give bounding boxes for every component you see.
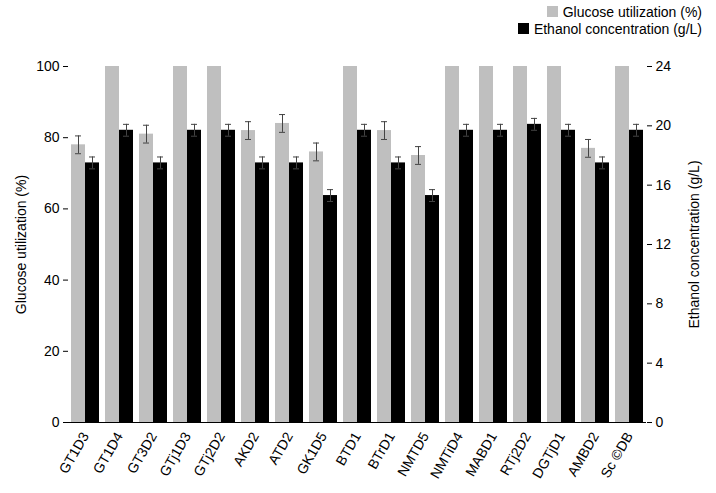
svg-text:16: 16 xyxy=(656,177,672,193)
svg-text:MABD1: MABD1 xyxy=(462,429,500,479)
svg-text:RTj2D2: RTj2D2 xyxy=(497,429,535,478)
svg-text:GK1D5: GK1D5 xyxy=(293,429,330,477)
svg-text:100: 100 xyxy=(36,58,60,74)
svg-text:DGTjD1: DGTjD1 xyxy=(529,429,568,481)
svg-text:40: 40 xyxy=(44,272,60,288)
svg-text:BTrD1: BTrD1 xyxy=(364,429,398,472)
svg-text:NMTiD4: NMTiD4 xyxy=(427,429,466,481)
svg-text:GTj1D3: GTj1D3 xyxy=(156,429,194,479)
svg-text:Sc ©DB: Sc ©DB xyxy=(597,429,636,480)
svg-text:80: 80 xyxy=(44,129,60,145)
svg-text:BTD1: BTD1 xyxy=(332,429,364,468)
svg-text:ATD2: ATD2 xyxy=(265,429,296,467)
svg-text:12: 12 xyxy=(656,236,672,252)
svg-text:0: 0 xyxy=(656,414,664,430)
svg-text:GT1D3: GT1D3 xyxy=(56,429,93,476)
svg-text:8: 8 xyxy=(656,295,664,311)
html-text:Ethanol concentration (g/L): Ethanol concentration (g/L) xyxy=(533,20,702,37)
svg-text:GTj2D2: GTj2D2 xyxy=(190,429,228,479)
html-text:Glucose utilization (%): Glucose utilization (%) xyxy=(562,3,702,20)
svg-text:AMBD2: AMBD2 xyxy=(564,429,602,479)
svg-text:GT3D2: GT3D2 xyxy=(124,429,161,476)
svg-text:4: 4 xyxy=(656,355,664,371)
svg-text:0: 0 xyxy=(52,414,60,430)
svg-text:24: 24 xyxy=(656,58,672,74)
svg-text:20: 20 xyxy=(656,117,672,133)
svg-text:NMTD5: NMTD5 xyxy=(394,429,432,479)
svg-text:20: 20 xyxy=(44,343,60,359)
svg-text:AKD2: AKD2 xyxy=(230,429,262,469)
svg-text:Glucose utilization (%): Glucose utilization (%) xyxy=(13,175,29,314)
svg-text:GT1D4: GT1D4 xyxy=(90,429,127,476)
svg-text:Ethanol concentration (g/L): Ethanol concentration (g/L) xyxy=(686,160,702,328)
svg-text:60: 60 xyxy=(44,200,60,216)
